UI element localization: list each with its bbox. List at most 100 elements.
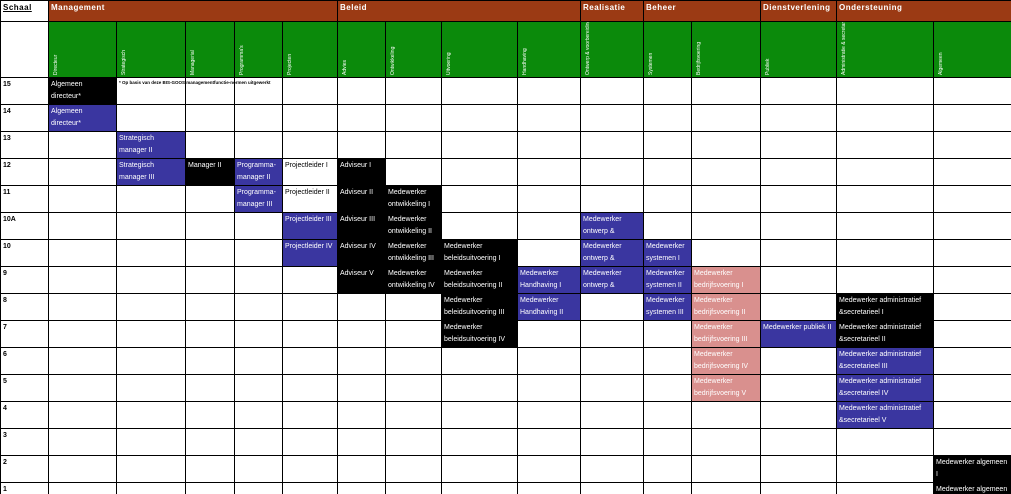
function-cell — [580, 482, 645, 494]
function-cell — [116, 482, 186, 494]
cell-text: Programma-manager II — [237, 162, 276, 181]
function-cell — [580, 401, 645, 429]
cell-text: Schaal — [3, 3, 32, 12]
function-cell — [836, 239, 935, 267]
function-cell — [933, 239, 1011, 267]
scale-row: 12 Strategisch manager III Manager II Progr… — [0, 158, 1011, 186]
cell-text: Adviseur I — [340, 162, 372, 169]
function-cell — [441, 212, 518, 240]
function-cell — [691, 428, 762, 456]
cell-text: Medewerker systemen I — [646, 243, 685, 262]
column-header: Ontwikkeling — [385, 21, 442, 78]
function-cell: Medewerker bedrijfsvoering I — [691, 266, 762, 294]
function-cell — [185, 293, 235, 321]
cell-text: Manager II — [188, 162, 222, 169]
function-cell — [185, 455, 235, 483]
scale-cell: 4 — [0, 401, 49, 429]
function-cell — [516, 320, 582, 348]
function-cell — [185, 104, 235, 132]
function-cell — [441, 374, 518, 402]
cell-text: Publiek — [765, 58, 772, 75]
column-header: Algemeen — [933, 21, 1011, 78]
function-cell — [282, 455, 338, 483]
function-cell — [441, 77, 518, 105]
function-cell — [643, 428, 693, 456]
cell-text: Medewerker systemen III — [646, 297, 685, 316]
function-cell — [580, 131, 645, 159]
function-cell: Medewerker publiek II — [760, 320, 838, 348]
function-cell — [385, 482, 442, 494]
corner-cell — [0, 21, 49, 78]
function-cell — [643, 455, 693, 483]
function-cell: Medewerker systemen II — [643, 266, 693, 294]
cell-text: Medewerker bedrijfsvoering V — [694, 378, 747, 397]
cell-text: 9 — [3, 270, 7, 277]
cell-text: Medewerker beleidsuitvoering II — [444, 270, 503, 289]
function-cell — [933, 266, 1011, 294]
function-cell — [643, 374, 693, 402]
function-cell — [234, 347, 283, 375]
function-cell — [836, 266, 935, 294]
cell-text: Medewerker Handhaving II — [520, 297, 564, 316]
function-cell — [234, 212, 283, 240]
function-cell — [760, 374, 838, 402]
cell-text: 11 — [3, 189, 11, 196]
function-cell — [760, 158, 838, 186]
function-cell — [516, 347, 582, 375]
cell-text: Ondersteuning — [839, 3, 903, 12]
function-cell — [185, 428, 235, 456]
cell-text: 6 — [3, 351, 7, 358]
scale-row: 10 Projectleider IV Adviseur IV Medewerker … — [0, 239, 1011, 267]
function-cell — [385, 320, 442, 348]
function-cell — [337, 482, 386, 494]
function-cell — [933, 374, 1011, 402]
group-header: Beleid — [336, 0, 582, 22]
function-cell — [441, 401, 518, 429]
cell-text: 5 — [3, 378, 7, 385]
cell-text: 14 — [3, 108, 11, 115]
cell-text: Systemen — [648, 52, 655, 75]
group-header: Management — [48, 0, 338, 22]
cell-text: Bedrijfsvoering — [696, 41, 703, 75]
function-cell — [836, 104, 935, 132]
cell-text: 15 — [3, 81, 11, 88]
cell-text: Realisatie — [583, 3, 626, 12]
group-header: Ondersteuning — [836, 0, 1011, 22]
function-cell — [116, 374, 186, 402]
cell-text: 10A — [3, 216, 16, 223]
cell-text: Medewerker administratief &secretarieel … — [839, 351, 922, 370]
function-cell — [234, 455, 283, 483]
function-cell — [385, 158, 442, 186]
cell-text: Uitvoering — [446, 52, 452, 75]
function-cell: Medewerker bedrijfsvoering IV — [691, 347, 762, 375]
scale-row: 3 — [0, 428, 1011, 456]
function-cell: Strategisch manager III — [116, 158, 186, 186]
function-cell — [836, 131, 935, 159]
cell-text: Beleid — [340, 3, 368, 12]
function-cell — [385, 374, 442, 402]
cell-text: Medewerker beleidsuitvoering IV — [444, 324, 506, 343]
column-header: Systemen — [643, 21, 693, 78]
cell-text: Directeur — [53, 54, 59, 75]
function-cell — [234, 401, 283, 429]
function-cell — [643, 131, 693, 159]
function-cell: Medewerker Handhaving I — [516, 266, 582, 294]
function-cell: Medewerker bedrijfsvoering II — [691, 293, 762, 321]
function-cell — [48, 455, 117, 483]
scale-cell: 14 — [0, 104, 49, 132]
function-cell — [48, 347, 117, 375]
function-cell — [836, 482, 935, 494]
cell-text: Dienstverlening — [763, 3, 831, 12]
function-cell — [643, 320, 693, 348]
column-header: Handhaving — [516, 21, 582, 78]
cell-text: Medewerker algemeen I — [936, 459, 1008, 478]
function-cell — [933, 131, 1011, 159]
function-cell — [48, 239, 117, 267]
function-cell — [116, 455, 186, 483]
cell-text: Projectleider IV — [285, 243, 333, 250]
cell-text: 13 — [3, 135, 11, 142]
scale-cell: 6 — [0, 347, 49, 375]
cell-text: Adviseur III — [340, 216, 376, 223]
scale-cell: 2 — [0, 455, 49, 483]
function-cell — [282, 320, 338, 348]
